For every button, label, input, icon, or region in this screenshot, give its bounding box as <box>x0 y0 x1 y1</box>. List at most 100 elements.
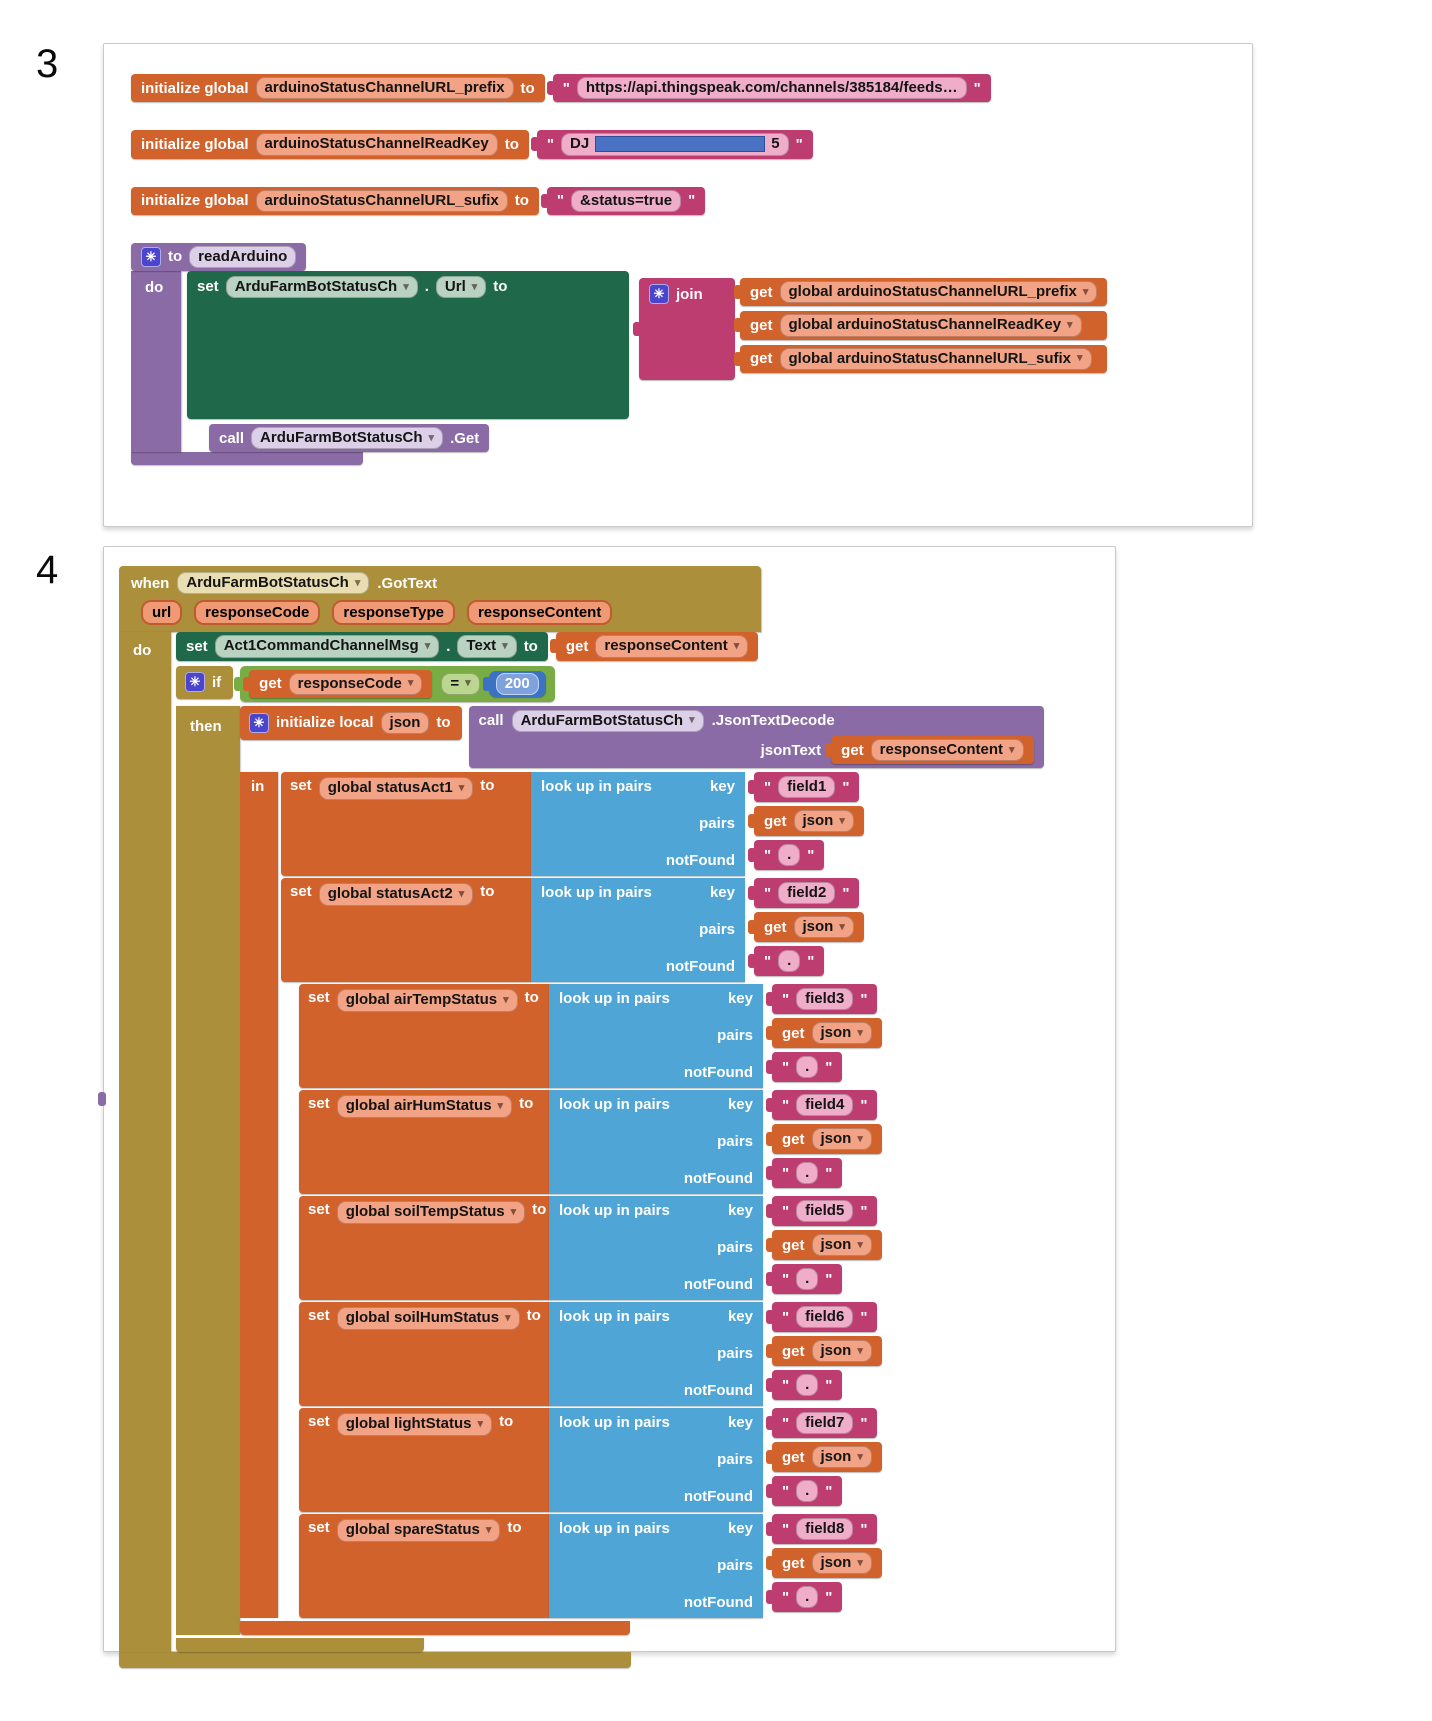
component-dropdown[interactable]: ArduFarmBotStatusCh ▾ <box>511 709 704 732</box>
local-name-pill[interactable]: json <box>380 711 430 734</box>
call-get-block[interactable]: call ArduFarmBotStatusCh ▾ .Get <box>209 424 490 453</box>
variable-dropdown[interactable]: json ▾ <box>793 916 854 939</box>
number-block[interactable]: 200 <box>488 670 546 697</box>
lookup-in-pairs-block[interactable]: look up in pairs key pairs notFound <box>549 1408 763 1513</box>
variable-dropdown[interactable]: global statusAct1 ▾ <box>318 777 474 800</box>
key-text-block[interactable]: " field1 " <box>754 772 860 803</box>
notfound-text-value[interactable]: . <box>796 1374 819 1397</box>
key-text-block[interactable]: " field4 " <box>772 1090 878 1121</box>
key-text-value[interactable]: field1 <box>778 776 836 799</box>
lookup-in-pairs-block[interactable]: look up in pairs key pairs notFound <box>531 878 745 983</box>
variable-dropdown[interactable]: json ▾ <box>811 1234 872 1257</box>
key-text-block[interactable]: " field8 " <box>772 1514 878 1545</box>
notfound-text-value[interactable]: . <box>796 1586 819 1609</box>
key-text-block[interactable]: " field2 " <box>754 878 860 909</box>
dropdown-icon[interactable]: ▾ <box>857 1132 863 1145</box>
set-component-text-block[interactable]: set Act1CommandChannelMsg ▾ . Text ▾ to <box>176 632 548 661</box>
variable-name-pill[interactable]: arduinoStatusChannelReadKey <box>255 133 498 156</box>
variable-dropdown[interactable]: responseContent ▾ <box>870 739 1024 762</box>
procedure-name-pill[interactable]: readArduino <box>189 245 297 268</box>
text-string-block[interactable]: " &status=true " <box>546 186 706 215</box>
notfound-text-value[interactable]: . <box>796 1056 819 1079</box>
key-text-value[interactable]: field5 <box>796 1200 854 1223</box>
set-global-block[interactable]: set global airTempStatus ▾ to <box>299 984 549 1089</box>
variable-dropdown[interactable]: global soilTempStatus ▾ <box>336 1201 526 1224</box>
when-header[interactable]: when ArduFarmBotStatusCh ▾ .GotText url r… <box>119 566 761 633</box>
notfound-text-block[interactable]: " . " <box>772 1052 843 1083</box>
notfound-text-value[interactable]: . <box>778 950 801 973</box>
notfound-text-block[interactable]: " . " <box>772 1158 843 1189</box>
get-json-block[interactable]: get json ▾ <box>772 1018 882 1049</box>
get-responsecontent-block[interactable]: get responseContent ▾ <box>555 632 759 661</box>
get-json-block[interactable]: get json ▾ <box>772 1230 882 1261</box>
dropdown-icon[interactable]: ▾ <box>458 781 465 794</box>
variable-name-pill[interactable]: arduinoStatusChannelURL_prefix <box>255 77 514 100</box>
dropdown-icon[interactable]: ▾ <box>857 1026 863 1039</box>
dropdown-icon[interactable]: ▾ <box>505 1311 511 1324</box>
dropdown-icon[interactable]: ▾ <box>857 1238 863 1251</box>
when-gottext-block[interactable]: when ArduFarmBotStatusCh ▾ .GotText url r… <box>119 566 1115 1669</box>
dropdown-icon[interactable]: ▾ <box>1009 743 1015 756</box>
notfound-text-value[interactable]: . <box>796 1480 819 1503</box>
set-global-block[interactable]: set global lightStatus ▾ to <box>299 1408 549 1513</box>
key-text-value[interactable]: field2 <box>778 882 836 905</box>
key-text-block[interactable]: " field5 " <box>772 1196 878 1227</box>
variable-name-pill[interactable]: arduinoStatusChannelURL_sufix <box>255 189 508 212</box>
initialize-local-block[interactable]: ✳ initialize local json to call <box>240 705 1044 1636</box>
initialize-global-block[interactable]: initialize global arduinoStatusChannelRe… <box>131 130 529 159</box>
get-json-block[interactable]: get json ▾ <box>772 1442 882 1473</box>
procedure-readarduino-block[interactable]: ✳ to readArduino do set ArduFarmBotStatu… <box>131 242 1252 466</box>
if-keyword-box[interactable]: ✳ if <box>176 665 234 699</box>
key-text-block[interactable]: " field3 " <box>772 984 878 1015</box>
variable-dropdown[interactable]: responseContent ▾ <box>595 635 749 658</box>
dropdown-icon[interactable]: ▾ <box>1077 352 1083 365</box>
dropdown-icon[interactable]: ▾ <box>485 1523 492 1536</box>
lookup-in-pairs-block[interactable]: look up in pairs key pairs notFound <box>549 1090 763 1195</box>
event-param-chip[interactable]: responseContent <box>466 600 613 626</box>
get-json-block[interactable]: get json ▾ <box>754 806 864 837</box>
dropdown-icon[interactable]: ▾ <box>502 639 508 652</box>
lookup-in-pairs-block[interactable]: look up in pairs key pairs notFound <box>531 772 745 877</box>
notfound-text-block[interactable]: " . " <box>754 946 825 977</box>
key-text-value[interactable]: field4 <box>796 1094 854 1117</box>
notfound-text-block[interactable]: " . " <box>772 1264 843 1295</box>
dropdown-icon[interactable]: ▾ <box>510 1205 517 1218</box>
key-text-value[interactable]: field3 <box>796 988 854 1011</box>
dropdown-icon[interactable]: ▾ <box>839 814 845 827</box>
gear-icon[interactable]: ✳ <box>249 712 269 733</box>
dropdown-icon[interactable]: ▾ <box>857 1556 863 1569</box>
lookup-in-pairs-block[interactable]: look up in pairs key pairs notFound <box>549 1514 763 1619</box>
join-block[interactable]: ✳ join <box>639 278 735 380</box>
notfound-text-block[interactable]: " . " <box>772 1582 843 1613</box>
set-global-block[interactable]: set global airHumStatus ▾ to <box>299 1090 549 1195</box>
component-dropdown[interactable]: ArduFarmBotStatusCh ▾ <box>251 427 444 450</box>
variable-dropdown[interactable]: global arduinoStatusChannelURL_prefix ▾ <box>779 281 1098 304</box>
initialize-global-block[interactable]: initialize global arduinoStatusChannelUR… <box>131 74 545 103</box>
variable-dropdown[interactable]: global airHumStatus ▾ <box>336 1095 513 1118</box>
dropdown-icon[interactable]: ▾ <box>465 677 471 690</box>
event-param-chip[interactable]: url <box>141 600 183 626</box>
dropdown-icon[interactable]: ▾ <box>477 1417 484 1430</box>
call-jsontextdecode-block[interactable]: call ArduFarmBotStatusCh ▾ .JsonTextDecod… <box>468 705 1044 769</box>
get-global-block[interactable]: get global arduinoStatusChannelURL_prefi… <box>740 278 1108 307</box>
get-global-block[interactable]: get global arduinoStatusChannelReadKey ▾ <box>740 311 1108 340</box>
comparison-block[interactable]: get responseCode ▾ = ▾ 200 <box>240 665 555 702</box>
notfound-text-block[interactable]: " . " <box>772 1370 843 1401</box>
variable-dropdown[interactable]: global arduinoStatusChannelURL_sufix ▾ <box>779 347 1092 370</box>
get-json-block[interactable]: get json ▾ <box>772 1336 882 1367</box>
lookup-in-pairs-block[interactable]: look up in pairs key pairs notFound <box>549 984 763 1089</box>
dropdown-icon[interactable]: ▾ <box>1082 285 1089 298</box>
text-string-block[interactable]: " DJ 5 " <box>536 130 813 159</box>
set-global-block[interactable]: set global soilHumStatus ▾ to <box>299 1302 549 1407</box>
get-global-block[interactable]: get global arduinoStatusChannelURL_sufix… <box>740 344 1108 373</box>
notfound-text-block[interactable]: " . " <box>754 840 825 871</box>
lookup-in-pairs-block[interactable]: look up in pairs key pairs notFound <box>549 1196 763 1301</box>
dropdown-icon[interactable]: ▾ <box>497 1099 504 1112</box>
dropdown-icon[interactable]: ▾ <box>403 280 409 293</box>
text-string-block[interactable]: " https://api.thingspeak.com/channels/38… <box>552 74 991 103</box>
get-json-block[interactable]: get json ▾ <box>772 1124 882 1155</box>
dropdown-icon[interactable]: ▾ <box>424 639 431 652</box>
dropdown-icon[interactable]: ▾ <box>471 280 478 293</box>
notfound-text-value[interactable]: . <box>796 1162 819 1185</box>
variable-dropdown[interactable]: global statusAct2 ▾ <box>318 883 474 906</box>
